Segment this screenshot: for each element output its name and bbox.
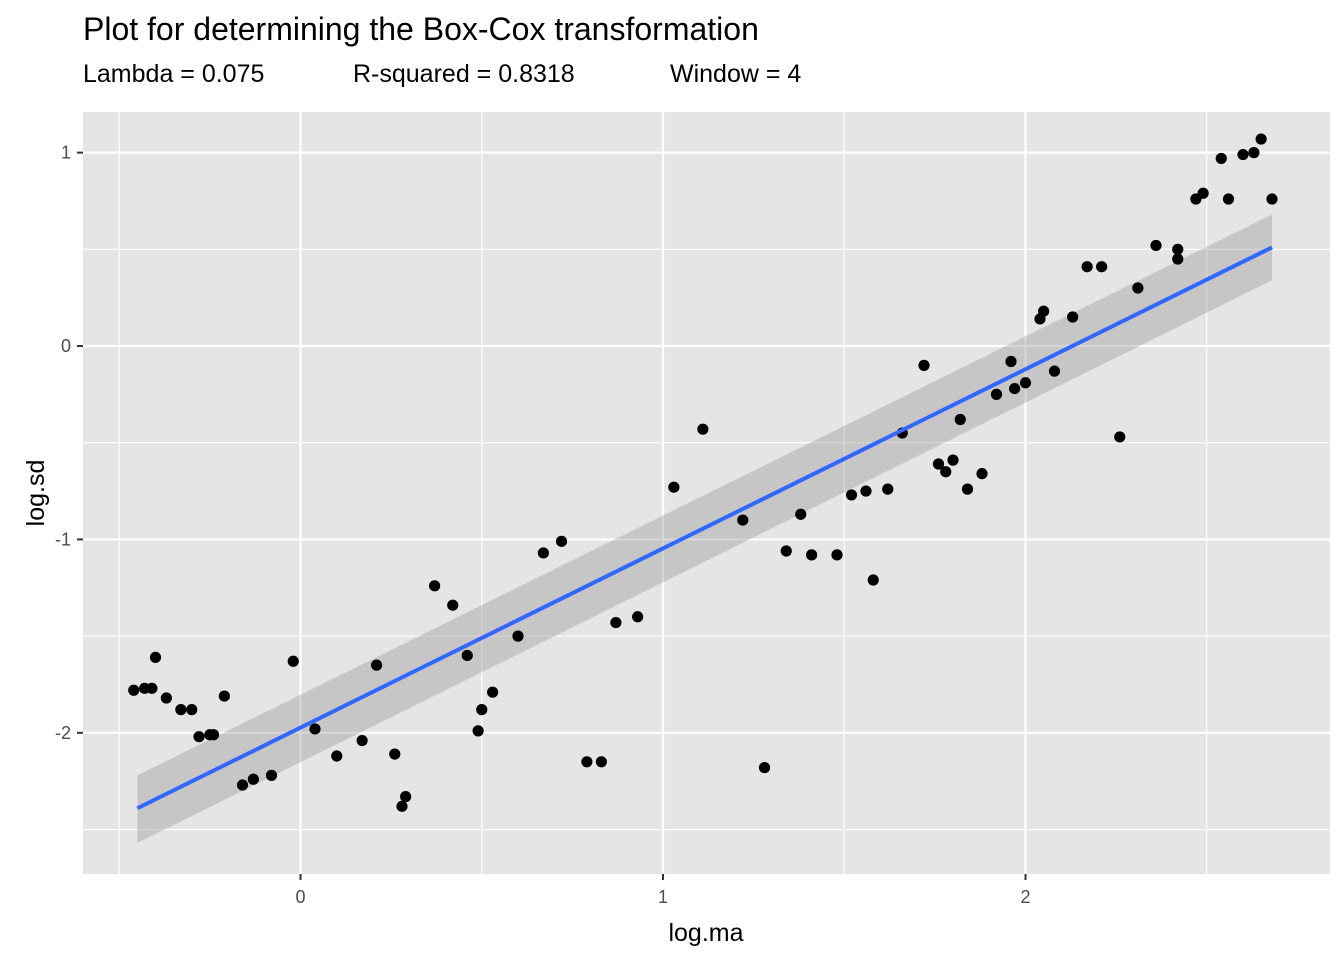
data-point-42 bbox=[831, 549, 843, 561]
data-point-10 bbox=[218, 690, 230, 702]
x-tick-label: 1 bbox=[658, 887, 668, 907]
x-axis-title: log.ma bbox=[668, 919, 743, 947]
data-point-31 bbox=[581, 756, 593, 768]
data-point-46 bbox=[882, 483, 894, 495]
y-tick-label: 1 bbox=[61, 143, 71, 163]
data-point-39 bbox=[780, 545, 792, 557]
data-point-67 bbox=[1150, 239, 1162, 252]
data-point-49 bbox=[932, 458, 945, 470]
data-point-0 bbox=[128, 684, 140, 696]
data-point-74 bbox=[1237, 148, 1249, 161]
data-point-3 bbox=[149, 651, 162, 663]
data-point-19 bbox=[389, 748, 401, 760]
data-point-20 bbox=[396, 800, 408, 812]
y-tick-label: -2 bbox=[55, 723, 71, 743]
major-grid bbox=[83, 112, 1330, 874]
data-point-27 bbox=[487, 686, 499, 698]
data-point-41 bbox=[806, 549, 818, 561]
data-point-48 bbox=[918, 359, 930, 371]
data-point-24 bbox=[461, 649, 473, 662]
data-point-43 bbox=[845, 489, 858, 501]
data-point-55 bbox=[990, 388, 1003, 400]
y-axis: -2 -1 0 1 bbox=[55, 143, 83, 743]
data-point-75 bbox=[1248, 147, 1260, 159]
data-point-38 bbox=[758, 762, 771, 774]
data-point-65 bbox=[1114, 431, 1126, 443]
data-point-35 bbox=[668, 481, 680, 493]
data-point-22 bbox=[429, 580, 441, 592]
data-point-6 bbox=[186, 704, 198, 716]
data-point-76 bbox=[1255, 133, 1267, 145]
data-point-53 bbox=[961, 483, 974, 495]
x-tick-label: 2 bbox=[1020, 887, 1030, 907]
y-axis-title: log.sd bbox=[22, 460, 50, 527]
data-point-34 bbox=[632, 611, 644, 623]
subtitle-window: Window = 4 bbox=[670, 60, 801, 88]
chart-title: Plot for determining the Box-Cox transfo… bbox=[83, 11, 759, 47]
fit-line bbox=[136, 245, 1273, 811]
data-point-14 bbox=[287, 655, 299, 667]
minor-grid bbox=[83, 112, 1330, 874]
data-point-29 bbox=[537, 547, 549, 559]
data-point-69 bbox=[1172, 253, 1184, 265]
data-point-64 bbox=[1096, 261, 1108, 273]
x-axis: 0 1 2 bbox=[295, 874, 1031, 907]
data-point-40 bbox=[795, 508, 807, 520]
data-point-28 bbox=[512, 630, 524, 642]
data-point-9 bbox=[207, 729, 220, 741]
data-point-45 bbox=[867, 574, 879, 586]
x-tick-label: 0 bbox=[295, 887, 305, 907]
data-point-63 bbox=[1081, 261, 1093, 273]
data-point-5 bbox=[175, 704, 187, 716]
data-point-62 bbox=[1067, 311, 1079, 323]
subtitle-rsquared: R-squared = 0.8318 bbox=[353, 60, 575, 88]
data-point-52 bbox=[954, 413, 966, 426]
data-point-72 bbox=[1215, 152, 1227, 165]
data-point-58 bbox=[1019, 377, 1032, 389]
data-point-18 bbox=[371, 659, 383, 671]
data-point-2 bbox=[146, 682, 158, 694]
data-point-60 bbox=[1038, 305, 1050, 317]
data-point-4 bbox=[160, 692, 172, 704]
data-points bbox=[128, 133, 1278, 812]
data-point-17 bbox=[356, 734, 368, 747]
data-point-71 bbox=[1197, 187, 1209, 199]
data-point-37 bbox=[737, 514, 749, 526]
data-point-44 bbox=[860, 485, 872, 497]
data-point-77 bbox=[1266, 193, 1278, 205]
data-point-26 bbox=[476, 704, 488, 716]
data-point-12 bbox=[247, 773, 259, 785]
data-point-15 bbox=[309, 723, 321, 735]
data-point-61 bbox=[1048, 365, 1061, 377]
data-point-68 bbox=[1172, 243, 1184, 255]
data-point-32 bbox=[595, 756, 607, 768]
data-point-56 bbox=[1005, 355, 1017, 368]
data-point-33 bbox=[610, 616, 622, 629]
data-point-50 bbox=[940, 466, 952, 478]
data-point-7 bbox=[193, 731, 205, 743]
data-point-57 bbox=[1009, 382, 1021, 395]
data-point-30 bbox=[555, 535, 568, 547]
y-tick-label: 0 bbox=[61, 336, 71, 356]
subtitle-lambda: Lambda = 0.075 bbox=[83, 60, 264, 88]
data-point-23 bbox=[447, 599, 459, 611]
data-point-36 bbox=[697, 423, 709, 435]
data-point-13 bbox=[265, 769, 278, 781]
fit-line-layer bbox=[136, 245, 1273, 811]
plot-panel bbox=[83, 112, 1330, 874]
data-point-11 bbox=[236, 779, 249, 791]
data-point-73 bbox=[1222, 193, 1235, 205]
data-point-51 bbox=[947, 454, 959, 466]
y-tick-label: -1 bbox=[55, 529, 71, 549]
data-point-25 bbox=[472, 725, 484, 737]
data-point-66 bbox=[1132, 282, 1144, 294]
data-point-54 bbox=[976, 468, 988, 480]
data-point-16 bbox=[331, 750, 343, 762]
data-point-21 bbox=[400, 791, 412, 803]
